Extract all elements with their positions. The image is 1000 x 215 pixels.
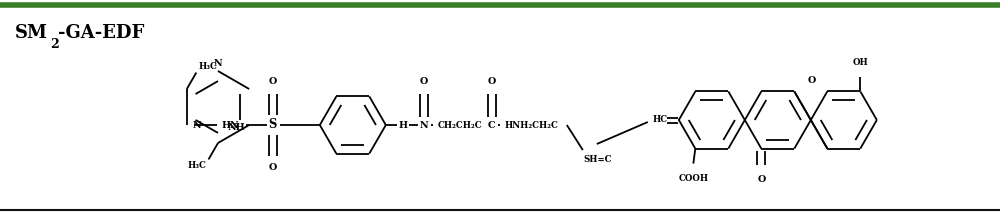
Text: CH₂CH₂C: CH₂CH₂C xyxy=(438,120,482,129)
Text: O: O xyxy=(807,76,816,85)
Text: S: S xyxy=(269,118,277,132)
Text: COOH: COOH xyxy=(678,174,708,183)
Text: SM: SM xyxy=(15,24,48,42)
Text: HC: HC xyxy=(653,115,668,124)
Text: 2: 2 xyxy=(50,38,59,52)
Text: SH=C: SH=C xyxy=(584,155,612,164)
Text: NH: NH xyxy=(228,123,245,132)
Text: OH: OH xyxy=(852,58,868,68)
Text: HNH₂CH₂C: HNH₂CH₂C xyxy=(505,120,559,129)
Text: N: N xyxy=(193,120,201,129)
Text: O: O xyxy=(269,163,277,172)
Text: H₃C: H₃C xyxy=(188,161,207,170)
Text: C: C xyxy=(488,120,496,129)
Text: H: H xyxy=(398,120,407,129)
Text: O: O xyxy=(488,77,496,86)
Text: H₃C: H₃C xyxy=(198,61,217,71)
Text: O: O xyxy=(757,175,765,184)
Text: N: N xyxy=(420,120,428,129)
Text: HN: HN xyxy=(222,120,240,129)
Text: O: O xyxy=(269,77,277,86)
Text: N: N xyxy=(214,59,222,68)
Text: -GA-EDF: -GA-EDF xyxy=(58,24,144,42)
Text: O: O xyxy=(420,77,428,86)
